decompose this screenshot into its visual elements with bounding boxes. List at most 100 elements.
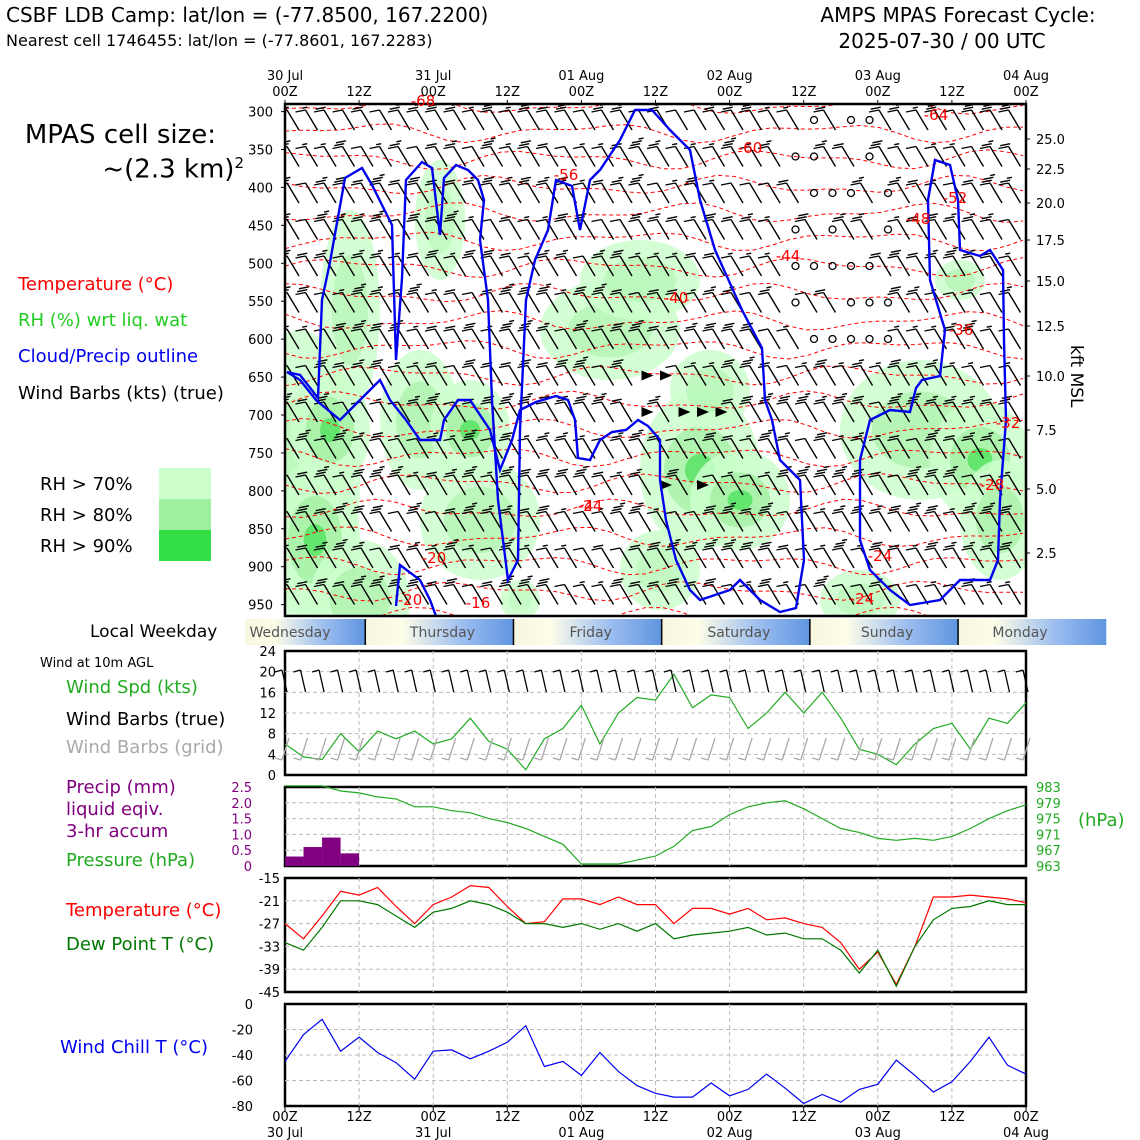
wind-barb	[757, 502, 781, 532]
wind-barb	[776, 364, 800, 386]
wind-barb	[498, 283, 522, 313]
barb-flag	[591, 583, 602, 588]
barb-flag	[813, 547, 824, 551]
barb-flag	[334, 179, 345, 183]
true-wind-barb	[540, 669, 547, 693]
wind-barb	[665, 325, 689, 350]
barb-half	[322, 249, 328, 253]
barb-half	[490, 137, 496, 140]
barb-staff	[822, 474, 837, 496]
barb-flag	[535, 218, 547, 223]
barb-half	[471, 429, 478, 432]
barb-flag	[761, 578, 772, 582]
true-wind-barb-flag	[941, 669, 950, 673]
precip-bar	[285, 856, 304, 866]
barb-flag	[979, 437, 991, 442]
barb-flag	[683, 218, 695, 223]
barb-flag	[831, 583, 843, 588]
barb-flag	[685, 252, 696, 256]
rh-swatch-70	[159, 468, 211, 499]
barb-half	[544, 322, 550, 326]
barb-flag	[907, 252, 918, 256]
barb-flag	[482, 580, 493, 585]
wind-barb	[979, 398, 1003, 423]
grid-wind-barb-flag	[737, 757, 746, 761]
barb-flag	[482, 252, 493, 256]
barb-staff	[656, 328, 670, 350]
barb-staff	[323, 146, 337, 167]
grid-wind-barb	[855, 737, 864, 761]
barb-half	[988, 213, 994, 216]
barb-staff	[434, 182, 448, 204]
barb-staff	[489, 292, 504, 313]
barb-staff	[1007, 547, 1022, 569]
true-wind-barb-flag	[423, 669, 431, 673]
barb-half	[508, 392, 515, 396]
barb-flag	[964, 322, 976, 327]
wind-barb	[572, 255, 596, 277]
calm-wind-circle	[791, 298, 800, 307]
barb-staff	[563, 292, 578, 313]
barb-flag	[979, 328, 991, 332]
grid-wind-barb-flag	[886, 757, 894, 761]
barb-staff	[1007, 438, 1022, 459]
barb-flag	[369, 474, 380, 478]
barb-flag	[630, 325, 641, 329]
barb-half	[838, 434, 844, 438]
dewpoint-line	[284, 900, 1026, 988]
barb-half	[471, 502, 478, 505]
barb-flag	[646, 547, 658, 551]
barb-flag	[648, 325, 659, 329]
wind-barb	[406, 541, 430, 569]
barb-half	[416, 283, 422, 286]
barb-flag	[905, 401, 917, 405]
barb-flag	[350, 182, 362, 186]
barb-flag	[408, 398, 419, 402]
wind-ytick-label: 20	[259, 666, 276, 681]
barb-staff	[452, 219, 467, 240]
wind-barb	[942, 434, 966, 459]
barb-staff	[748, 511, 763, 532]
barb-staff	[619, 401, 633, 423]
barb-staff	[637, 146, 652, 167]
pressure-tick-label: 850	[248, 523, 273, 538]
barb-flag	[350, 547, 362, 551]
barb-half	[451, 140, 458, 143]
barb-staff	[767, 474, 781, 496]
wind-barb	[831, 505, 855, 532]
barb-flag	[482, 507, 493, 512]
wind-barb	[609, 471, 633, 496]
barb-flag	[963, 215, 974, 220]
barb-flag	[944, 325, 955, 329]
wind-barb	[887, 583, 911, 605]
barb-half	[767, 502, 774, 505]
barb-flag	[757, 109, 769, 113]
barb-staff	[656, 255, 670, 277]
wind-barb	[572, 213, 596, 240]
barb-half	[302, 325, 308, 328]
barb-half	[413, 361, 419, 365]
barb-flag	[872, 541, 883, 546]
barb-half	[528, 102, 533, 103]
barb-staff	[545, 146, 559, 167]
barb-flag	[981, 106, 992, 110]
barb-flag	[757, 547, 769, 551]
barb-staff	[508, 182, 522, 204]
wind-barb	[535, 468, 559, 496]
barb-flag	[354, 505, 365, 509]
barb-flag	[426, 434, 437, 439]
barb-flag	[535, 583, 547, 588]
barb-flag	[815, 361, 826, 366]
barb-half	[912, 106, 918, 109]
barb-flag	[369, 291, 380, 296]
barb-flag	[722, 106, 733, 110]
wind-barb	[406, 502, 430, 532]
barb-flag	[942, 291, 954, 296]
precip-label-1: Precip (mm)	[66, 777, 176, 798]
true-wind-barb	[763, 669, 770, 693]
barb-flag	[480, 510, 491, 515]
barb-flag	[927, 432, 939, 436]
barb-flag	[465, 505, 476, 509]
barb-staff	[637, 292, 652, 313]
barb-flag	[981, 507, 992, 512]
